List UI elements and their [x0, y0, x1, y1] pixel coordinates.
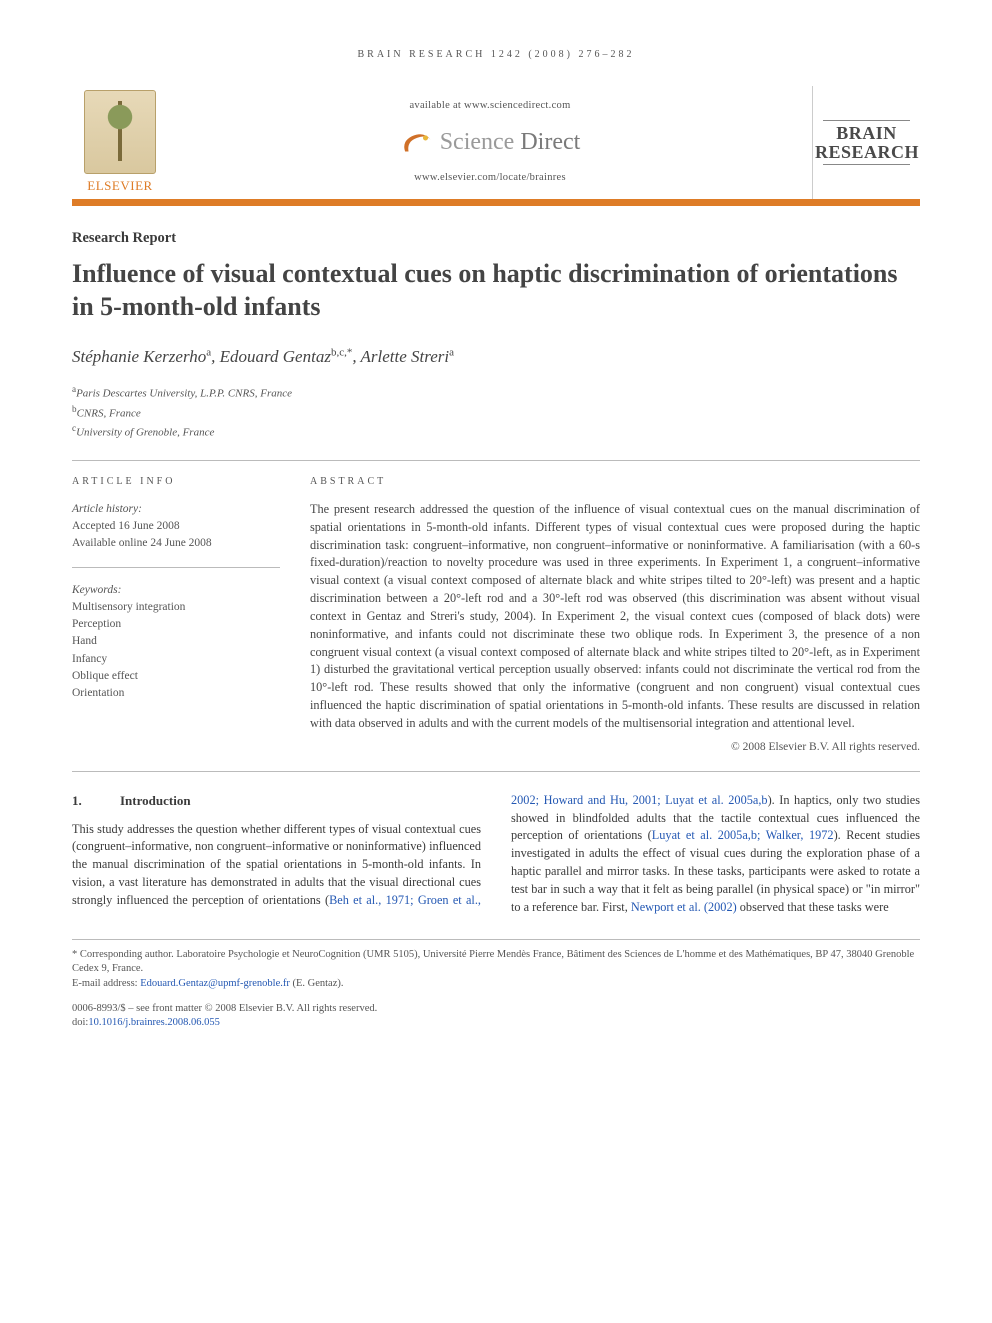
email-tail: (E. Gentaz). — [290, 978, 344, 989]
journal-cover: BRAIN RESEARCH — [812, 86, 920, 199]
publisher-logo: ELSEVIER — [72, 86, 168, 199]
section-1-heading: 1.Introduction — [72, 792, 481, 811]
article-info-column: ARTICLE INFO Article history: Accepted 1… — [72, 475, 280, 755]
rule-below-abstract — [72, 771, 920, 772]
email-line: E-mail address: Edouard.Gentaz@upmf-gren… — [72, 977, 920, 992]
keyword: Infancy — [72, 651, 280, 668]
abstract-label: ABSTRACT — [310, 475, 920, 489]
keyword: Hand — [72, 633, 280, 650]
journal-title-line1: BRAIN — [815, 124, 918, 143]
elsevier-tree-icon — [84, 90, 156, 174]
body-text: observed that these tasks were — [737, 900, 889, 914]
article-title: Influence of visual contextual cues on h… — [72, 258, 920, 323]
cover-rule-bottom — [823, 164, 910, 165]
keyword: Orientation — [72, 685, 280, 702]
keyword: Oblique effect — [72, 668, 280, 685]
accepted-date: Accepted 16 June 2008 — [72, 518, 280, 535]
sd-name-bold: Direct — [520, 126, 580, 160]
branding-center: available at www.sciencedirect.com Scien… — [168, 86, 812, 199]
rule-info-mid — [72, 567, 280, 568]
abstract-text: The present research addressed the quest… — [310, 501, 920, 733]
cover-rule-top — [823, 120, 910, 121]
corresponding-author: * Corresponding author. Laboratoire Psyc… — [72, 948, 920, 977]
affiliation: cUniversity of Grenoble, France — [72, 422, 920, 442]
keyword-list: Multisensory integrationPerceptionHandIn… — [72, 599, 280, 703]
citation[interactable]: Newport et al. (2002) — [631, 900, 737, 914]
journal-url: www.elsevier.com/locate/brainres — [414, 171, 566, 186]
abstract-copyright: © 2008 Elsevier B.V. All rights reserved… — [310, 739, 920, 755]
author-list: Stéphanie Kerzerhoa, Edouard Gentazb,c,*… — [72, 345, 920, 369]
rule-above-info — [72, 460, 920, 461]
history-head: Article history: — [72, 501, 280, 518]
online-date: Available online 24 June 2008 — [72, 535, 280, 552]
article-history: Article history: Accepted 16 June 2008 A… — [72, 501, 280, 553]
journal-title-line2: RESEARCH — [815, 143, 918, 162]
article-type: Research Report — [72, 228, 920, 248]
issn-line: 0006-8993/$ – see front matter © 2008 El… — [72, 1002, 920, 1017]
body-two-column: 1.Introduction This study addresses the … — [72, 792, 920, 917]
availability-line: available at www.sciencedirect.com — [409, 99, 570, 114]
running-header: BRAIN RESEARCH 1242 (2008) 276–282 — [72, 48, 920, 62]
citation[interactable]: Howard and Hu, 2001; Luyat et al. 2005a,… — [544, 793, 768, 807]
doi-link[interactable]: 10.1016/j.brainres.2008.06.055 — [88, 1017, 220, 1028]
email-label: E-mail address: — [72, 978, 140, 989]
abstract-column: ABSTRACT The present research addressed … — [310, 475, 920, 755]
author-email[interactable]: Edouard.Gentaz@upmf-grenoble.fr — [140, 978, 290, 989]
copyright-block: 0006-8993/$ – see front matter © 2008 El… — [72, 1002, 920, 1031]
publisher-name: ELSEVIER — [87, 177, 152, 195]
branding-banner: ELSEVIER available at www.sciencedirect.… — [72, 86, 920, 206]
section-1-number: 1. — [72, 792, 120, 811]
info-abstract-row: ARTICLE INFO Article history: Accepted 1… — [72, 475, 920, 755]
keyword: Perception — [72, 616, 280, 633]
doi-label: doi: — [72, 1017, 88, 1028]
sciencedirect-swirl-icon — [400, 129, 434, 157]
keyword: Multisensory integration — [72, 599, 280, 616]
affiliation: aParis Descartes University, L.P.P. CNRS… — [72, 383, 920, 403]
sciencedirect-logo: ScienceDirect — [400, 126, 581, 160]
doi-line: doi:10.1016/j.brainres.2008.06.055 — [72, 1016, 920, 1031]
keywords-block: Keywords: Multisensory integrationPercep… — [72, 582, 280, 703]
affiliation: bCNRS, France — [72, 403, 920, 423]
citation[interactable]: Luyat et al. 2005a,b; Walker, 1972 — [652, 828, 834, 842]
footnotes: * Corresponding author. Laboratoire Psyc… — [72, 939, 920, 992]
article-info-label: ARTICLE INFO — [72, 475, 280, 489]
sd-name-thin: Science — [440, 126, 515, 160]
section-1-title: Introduction — [120, 793, 191, 808]
affiliation-list: aParis Descartes University, L.P.P. CNRS… — [72, 383, 920, 442]
keywords-head: Keywords: — [72, 582, 280, 599]
